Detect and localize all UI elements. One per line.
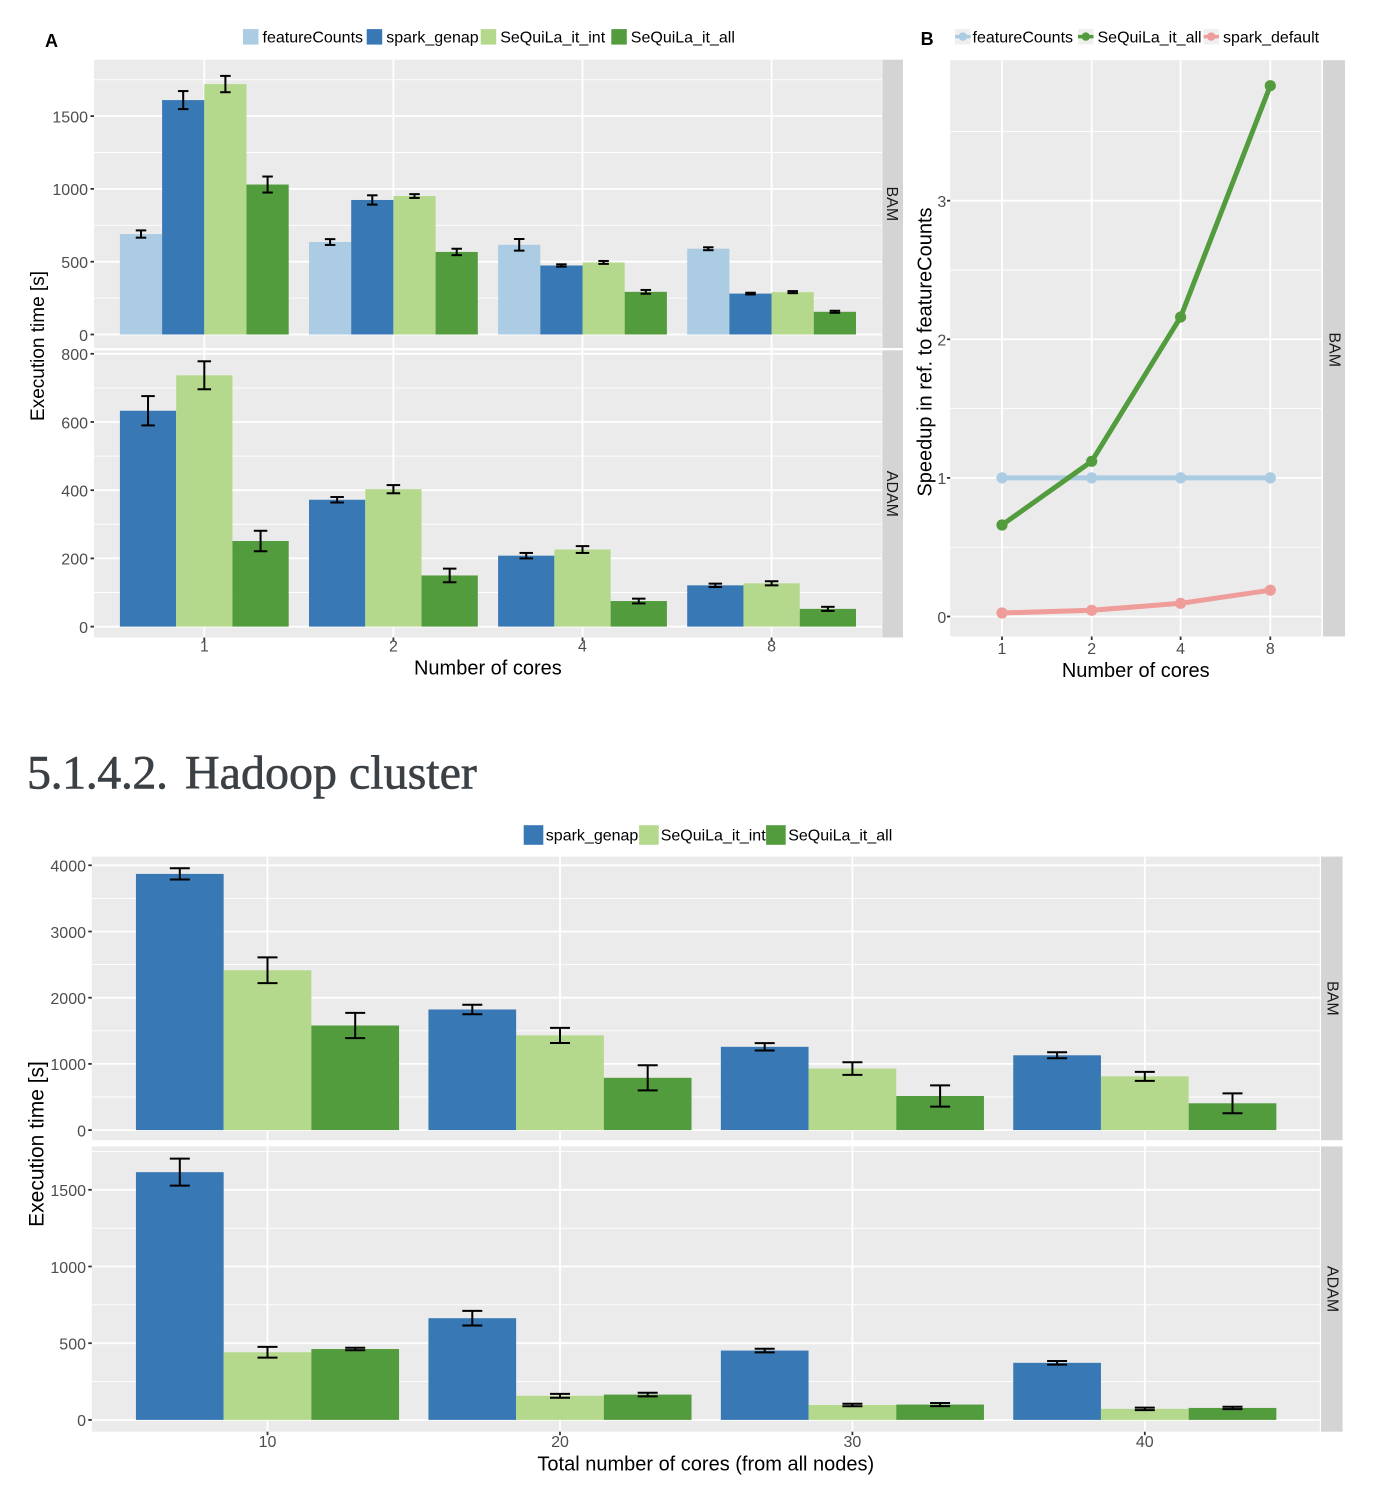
svg-text:BAM: BAM (1325, 332, 1342, 367)
svg-text:SeQuiLa_it_int: SeQuiLa_it_int (500, 29, 606, 46)
svg-text:BAM: BAM (1323, 981, 1340, 1016)
svg-text:B: B (921, 29, 934, 49)
svg-text:8: 8 (1266, 641, 1275, 658)
svg-text:4: 4 (578, 639, 587, 656)
svg-text:0: 0 (79, 620, 88, 637)
svg-text:1: 1 (200, 639, 209, 656)
svg-text:spark_genap: spark_genap (386, 29, 479, 46)
svg-text:2000: 2000 (50, 991, 86, 1008)
svg-text:Execution time [s]: Execution time [s] (28, 271, 49, 421)
svg-text:600: 600 (61, 415, 88, 432)
svg-text:featureCounts: featureCounts (973, 29, 1074, 46)
svg-text:1: 1 (998, 641, 1007, 658)
svg-text:3000: 3000 (50, 925, 86, 942)
svg-text:Speedup in ref. to featureCoun: Speedup in ref. to featureCounts (915, 207, 937, 496)
svg-text:Total number of cores (from al: Total number of cores (from all nodes) (537, 1454, 874, 1476)
svg-text:400: 400 (61, 484, 88, 501)
svg-text:2: 2 (937, 333, 946, 350)
svg-text:0: 0 (77, 1123, 86, 1140)
svg-text:SeQuiLa_it_all: SeQuiLa_it_all (788, 828, 892, 845)
svg-text:500: 500 (59, 1337, 86, 1354)
svg-text:30: 30 (844, 1434, 862, 1451)
svg-text:1000: 1000 (50, 1260, 86, 1277)
svg-text:2: 2 (389, 639, 398, 656)
svg-text:spark_default: spark_default (1223, 29, 1320, 46)
svg-text:0: 0 (79, 328, 88, 345)
svg-text:Number of cores: Number of cores (414, 658, 562, 680)
svg-text:1500: 1500 (50, 1183, 86, 1200)
svg-text:0: 0 (77, 1413, 86, 1430)
svg-text:8: 8 (767, 639, 776, 656)
svg-text:Execution time [s]: Execution time [s] (26, 1061, 49, 1227)
svg-text:4000: 4000 (50, 859, 86, 876)
svg-text:800: 800 (61, 347, 88, 364)
svg-text:40: 40 (1136, 1434, 1154, 1451)
svg-text:3: 3 (937, 194, 946, 211)
svg-text:A: A (45, 31, 58, 51)
svg-text:featureCounts: featureCounts (263, 29, 364, 46)
svg-text:4: 4 (1176, 641, 1185, 658)
svg-text:SeQuiLa_it_int: SeQuiLa_it_int (661, 828, 767, 845)
svg-text:ADAM: ADAM (1323, 1266, 1340, 1312)
svg-text:1000: 1000 (50, 1057, 86, 1074)
svg-text:20: 20 (551, 1434, 569, 1451)
svg-text:1500: 1500 (52, 109, 88, 126)
svg-text:10: 10 (259, 1434, 277, 1451)
svg-text:1000: 1000 (52, 182, 88, 199)
svg-text:200: 200 (61, 552, 88, 569)
svg-text:SeQuiLa_it_all: SeQuiLa_it_all (631, 29, 735, 46)
svg-text:1: 1 (937, 471, 946, 488)
svg-text:Hadoop cluster: Hadoop cluster (185, 747, 477, 800)
svg-text:ADAM: ADAM (883, 471, 900, 517)
svg-text:SeQuiLa_it_all: SeQuiLa_it_all (1098, 29, 1202, 46)
svg-text:BAM: BAM (883, 187, 900, 222)
svg-text:500: 500 (61, 255, 88, 272)
svg-text:Number of cores: Number of cores (1062, 660, 1210, 682)
svg-text:5.1.4.2.: 5.1.4.2. (27, 747, 168, 800)
svg-text:2: 2 (1087, 641, 1096, 658)
svg-text:spark_genap: spark_genap (546, 828, 639, 845)
svg-text:0: 0 (937, 610, 946, 627)
